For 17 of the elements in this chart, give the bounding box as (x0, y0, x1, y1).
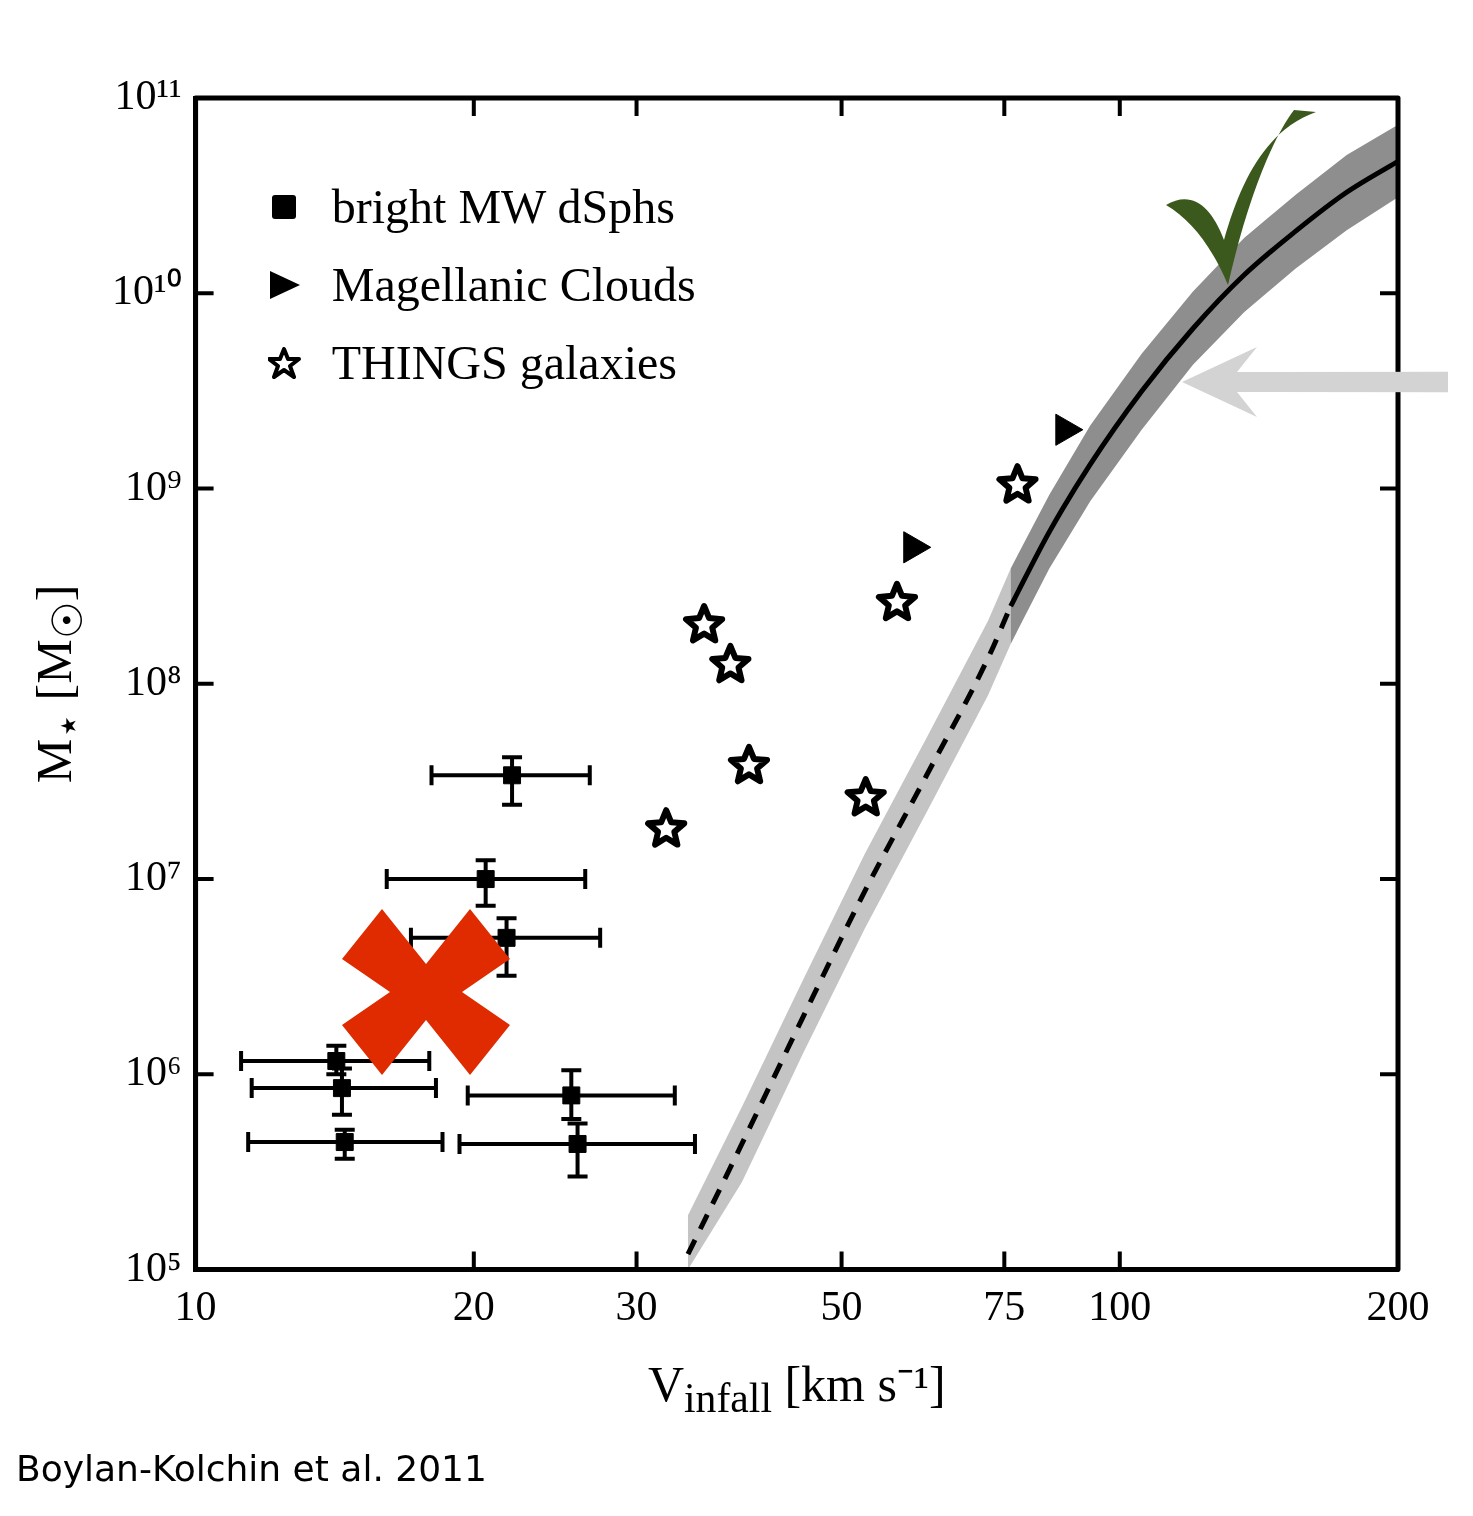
y-tick-label: 10⁹ (124, 462, 182, 509)
x-tick-label: 30 (615, 1282, 658, 1329)
text: Boylan-Kolchin et al. 2011 (16, 1448, 487, 1489)
x-tick-label: 50 (820, 1282, 863, 1329)
x-tick-label: 75 (983, 1282, 1026, 1329)
x-axis-title: V$_{infall}$ [km s⁻¹] (646, 1354, 947, 1422)
legend-label: Magellanic Clouds (331, 257, 696, 314)
y-tick-label: 10¹¹ (114, 72, 182, 119)
x-tick-label: 200 (1366, 1282, 1430, 1329)
legend-label: THINGS galaxies (331, 335, 677, 392)
y-tick-label: 10⁶ (124, 1048, 182, 1095)
y-tick-label: 10¹⁰ (112, 267, 182, 314)
y-tick-label: 10⁷ (124, 853, 182, 900)
legend-label: bright MW dSphs (331, 179, 675, 236)
x-tick-label: 20 (452, 1282, 495, 1329)
y-tick-label: 10⁸ (124, 657, 182, 704)
x-tick-label: 100 (1088, 1282, 1152, 1329)
